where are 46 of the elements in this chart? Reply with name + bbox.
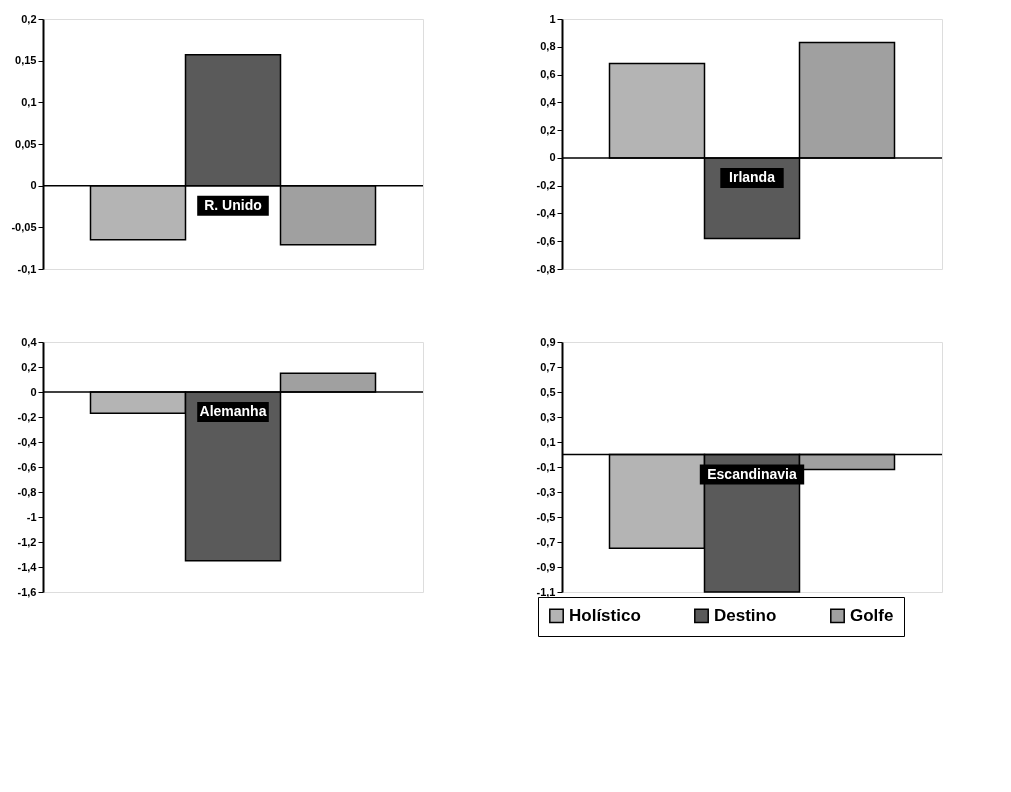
y-tick-label: -0,1 [17, 262, 37, 275]
y-tick-label: -1 [26, 510, 37, 523]
y-tick-label: 0,2 [540, 123, 556, 136]
text: Escandinavia [707, 465, 797, 482]
text: Irlanda [729, 168, 776, 185]
y-tick-label: -0,6 [536, 234, 556, 247]
legend-label: Golfe [850, 605, 894, 625]
y-tick-label: -0,9 [536, 560, 556, 573]
y-tick-label: 0,2 [21, 12, 37, 25]
y-tick-label: 0,4 [540, 95, 557, 108]
y-tick-label: -0,8 [17, 485, 37, 498]
y-tick-label: 0,9 [540, 335, 556, 348]
y-tick-label: 0,4 [21, 335, 38, 348]
y-tick-label: 0,05 [15, 137, 37, 150]
y-tick-label: -0,05 [11, 220, 37, 233]
y-tick-label: -1,1 [536, 585, 556, 598]
y-tick-label: -0,3 [536, 485, 556, 498]
y-tick-label: 0,7 [540, 360, 556, 373]
y-tick-label: -1,2 [17, 535, 37, 548]
y-tick-label: -1,4 [17, 560, 38, 573]
y-tick-label: 0,1 [21, 95, 37, 108]
y-tick-label: 1 [549, 12, 556, 25]
y-tick-label: -0,1 [536, 460, 556, 473]
y-tick-label: 0,3 [540, 410, 556, 423]
y-tick-label: -1,6 [17, 585, 37, 598]
y-tick-label: 0,8 [540, 40, 556, 53]
y-tick-label: 0,15 [15, 54, 37, 67]
y-tick-label: 0,6 [540, 68, 556, 81]
y-tick-label: -0,4 [17, 435, 38, 448]
y-tick-label: -0,8 [536, 262, 556, 275]
y-tick-label: 0,5 [540, 385, 556, 398]
text: Alemanha [199, 403, 267, 419]
y-tick-label: 0,2 [21, 360, 37, 373]
y-tick-label: 0,1 [540, 435, 556, 448]
y-tick-label: 0 [549, 151, 556, 164]
y-tick-label: 0 [30, 179, 37, 192]
y-tick-label: -0,4 [536, 206, 557, 219]
legend-label: Destino [714, 605, 777, 625]
legend-label: Holístico [569, 605, 641, 625]
y-tick-label: -0,2 [17, 410, 37, 423]
text: R. Unido [204, 196, 262, 213]
y-tick-label: -0,7 [536, 535, 556, 548]
y-tick-label: 0 [30, 385, 37, 398]
y-tick-label: -0,6 [17, 460, 37, 473]
y-tick-label: -0,5 [536, 510, 556, 523]
y-tick-label: -0,2 [536, 179, 556, 192]
